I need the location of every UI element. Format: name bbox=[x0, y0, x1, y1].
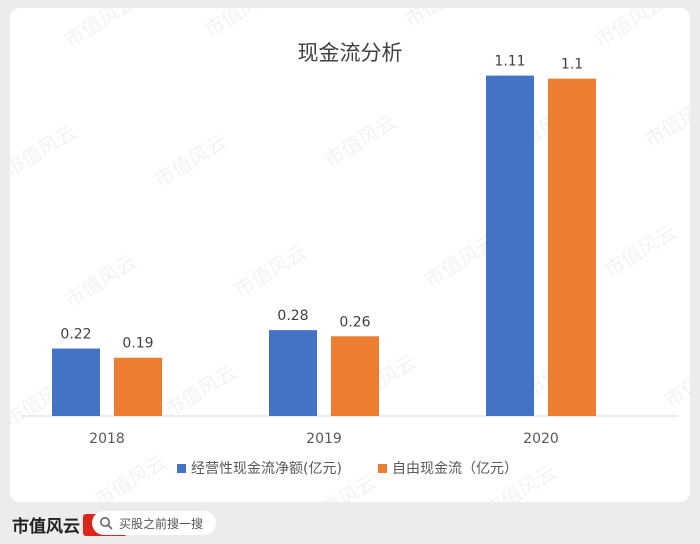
watermark-text: 市值风云 bbox=[320, 109, 401, 172]
search-placeholder: 买股之前搜一搜 bbox=[119, 516, 204, 531]
bar-2018-series-2 bbox=[114, 357, 162, 416]
x-tick-label-2019: 2019 bbox=[306, 431, 342, 447]
watermark-text: 市值风云 bbox=[660, 349, 690, 412]
legend: 经营性现金流净额(亿元) 自由现金流（亿元） bbox=[177, 461, 518, 477]
bars-layer bbox=[52, 75, 596, 417]
data-labels-layer: 0.22 0.19 0.28 0.26 1.11 1.1 bbox=[60, 54, 583, 352]
legend-label-series-1: 经营性现金流净额(亿元) bbox=[191, 461, 342, 477]
bar-2020-series-2 bbox=[548, 78, 596, 417]
legend-label-series-2: 自由现金流（亿元） bbox=[392, 461, 518, 477]
search-icon bbox=[100, 517, 113, 530]
data-label-2019-series-1: 0.28 bbox=[277, 308, 308, 324]
data-label-2020-series-1: 1.11 bbox=[494, 54, 525, 70]
x-tick-labels: 2018 2019 2020 bbox=[89, 431, 559, 447]
footer-bar: 市值风云 买股之前搜一搜 bbox=[0, 502, 700, 544]
watermark-text: 市值风云 bbox=[150, 129, 231, 192]
data-label-2019-series-2: 0.26 bbox=[339, 314, 370, 330]
watermark-text: 市值风云 bbox=[230, 239, 311, 302]
watermark-text: 市值风云 bbox=[60, 8, 141, 52]
data-label-2020-series-2: 1.1 bbox=[561, 57, 583, 73]
bar-2018-series-1 bbox=[52, 348, 100, 416]
watermark-text: 市值风云 bbox=[160, 359, 241, 422]
x-tick-label-2020: 2020 bbox=[523, 431, 559, 447]
x-tick-label-2018: 2018 bbox=[89, 431, 125, 447]
chart-title: 现金流分析 bbox=[298, 41, 403, 65]
chart-card: 市值风云 市值风云 市值风云 市值风云 市值风云 市值风云 市值风云 市值风云 市值风云 市值风云… bbox=[10, 8, 690, 502]
brand-name: 市值风云 bbox=[12, 517, 80, 537]
watermark-text: 市值风云 bbox=[200, 8, 281, 42]
watermark-text: 市值风云 bbox=[640, 89, 690, 152]
bar-2020-series-1 bbox=[486, 75, 534, 416]
legend-swatch-series-1 bbox=[177, 464, 186, 473]
data-label-2018-series-2: 0.19 bbox=[122, 336, 153, 352]
bar-2019-series-1 bbox=[269, 330, 317, 416]
bar-2019-series-2 bbox=[331, 336, 379, 416]
watermark-text: 市值风云 bbox=[590, 8, 671, 52]
search-box[interactable]: 买股之前搜一搜 bbox=[92, 511, 216, 535]
watermark-text: 市值风云 bbox=[400, 8, 481, 32]
data-label-2018-series-1: 0.22 bbox=[60, 327, 91, 343]
watermark-text: 市值风云 bbox=[600, 219, 681, 282]
legend-swatch-series-2 bbox=[378, 464, 387, 473]
watermark-text: 市值风云 bbox=[10, 119, 80, 182]
watermark-text: 市值风云 bbox=[90, 449, 171, 502]
watermark-text: 市值风云 bbox=[60, 249, 141, 312]
